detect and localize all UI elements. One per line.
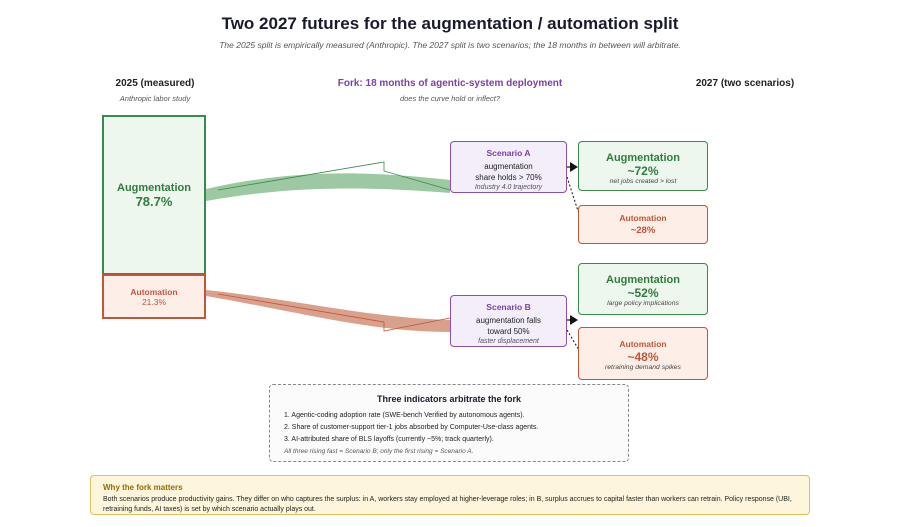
scenario-b-augmentation-note: large policy implications — [607, 300, 679, 307]
diagram-title: Two 2027 futures for the augmentation / … — [221, 14, 679, 33]
why-panel: Why the fork matters Both scenarios prod… — [90, 475, 810, 515]
why-title: Why the fork matters — [103, 483, 183, 492]
scenario-a-title: Scenario A — [486, 148, 531, 158]
scenario-a-automation-value: ~28% — [630, 225, 656, 236]
scenario-a-automation-box: Automation ~28% — [578, 205, 708, 244]
right-column-header: 2027 (two scenarios) — [695, 78, 795, 89]
left-column-subheader: Anthropic labor study — [119, 94, 191, 103]
scenario-b-title: Scenario B — [486, 302, 531, 312]
scenario-b-box: Scenario B augmentation falls toward 50%… — [450, 295, 567, 347]
automation-flow-band — [206, 290, 450, 332]
indicator-item-3: 3. AI-attributed share of BLS layoffs (c… — [284, 436, 494, 443]
scenario-a-note: Industry 4.0 trajectory — [474, 184, 543, 191]
scenario-b-line1: augmentation falls — [476, 316, 541, 325]
indicators-panel: Three indicators arbitrate the fork 1. A… — [269, 384, 629, 462]
scenario-a-line2: share holds > 70% — [475, 173, 542, 182]
current-automation-label: Automation — [130, 286, 178, 297]
scenario-b-automation-note: retraining demand spikes — [605, 364, 681, 371]
scenario-a-augmentation-note: net jobs created > lost — [609, 178, 677, 185]
scenario-b-note: faster displacement — [478, 338, 539, 345]
augmentation-flow-band — [206, 173, 450, 201]
current-augmentation-label: Augmentation — [117, 181, 191, 194]
indicators-title: Three indicators arbitrate the fork — [376, 394, 522, 404]
scenario-b-augmentation-box: Augmentation ~52% large policy implicati… — [578, 263, 708, 315]
diagram-subtitle: The 2025 split is empirically measured (… — [219, 40, 681, 50]
scenario-a-augmentation-box: Augmentation ~72% net jobs created > los… — [578, 141, 708, 191]
current-automation-box: Automation 21.3% — [102, 274, 206, 319]
scenario-a-line1: augmentation — [484, 162, 533, 171]
scenario-a-augmentation-label: Augmentation — [606, 152, 680, 164]
fork-subheader: does the curve hold or inflect? — [399, 94, 501, 103]
why-body: Both scenarios produce productivity gain… — [103, 496, 792, 513]
scenario-a-box: Scenario A augmentation share holds > 70… — [450, 141, 567, 193]
augmentation-flow-outline — [217, 161, 451, 191]
scenario-b-automation-value: ~48% — [627, 350, 659, 364]
current-augmentation-value: 78.7% — [135, 193, 173, 209]
scenario-b-arrowhead — [570, 315, 578, 325]
automation-flow-outline — [217, 293, 451, 332]
indicator-item-1: 1. Agentic-coding adoption rate (SWE-ben… — [284, 412, 525, 419]
indicator-item-2: 2. Share of customer-support tier-1 jobs… — [284, 424, 539, 431]
scenario-a-dashed-link — [566, 176, 580, 215]
current-augmentation-box: Augmentation 78.7% — [102, 115, 206, 275]
scenario-b-augmentation-label: Augmentation — [606, 274, 680, 286]
scenario-b-automation-box: Automation ~48% retraining demand spikes — [578, 327, 708, 380]
left-column-header: 2025 (measured) — [115, 78, 195, 89]
scenario-b-augmentation-value: ~52% — [627, 286, 659, 300]
current-automation-value: 21.3% — [141, 296, 167, 307]
scenario-a-augmentation-value: ~72% — [627, 164, 659, 178]
scenario-b-line2: toward 50% — [487, 327, 530, 336]
scenario-a-arrowhead — [570, 162, 578, 172]
fork-header: Fork: 18 months of agentic-system deploy… — [337, 78, 563, 89]
indicators-note: All three rising fast = Scenario B; only… — [284, 448, 474, 455]
scenario-a-automation-label: Automation — [619, 213, 667, 223]
scenario-b-automation-label: Automation — [619, 339, 667, 349]
